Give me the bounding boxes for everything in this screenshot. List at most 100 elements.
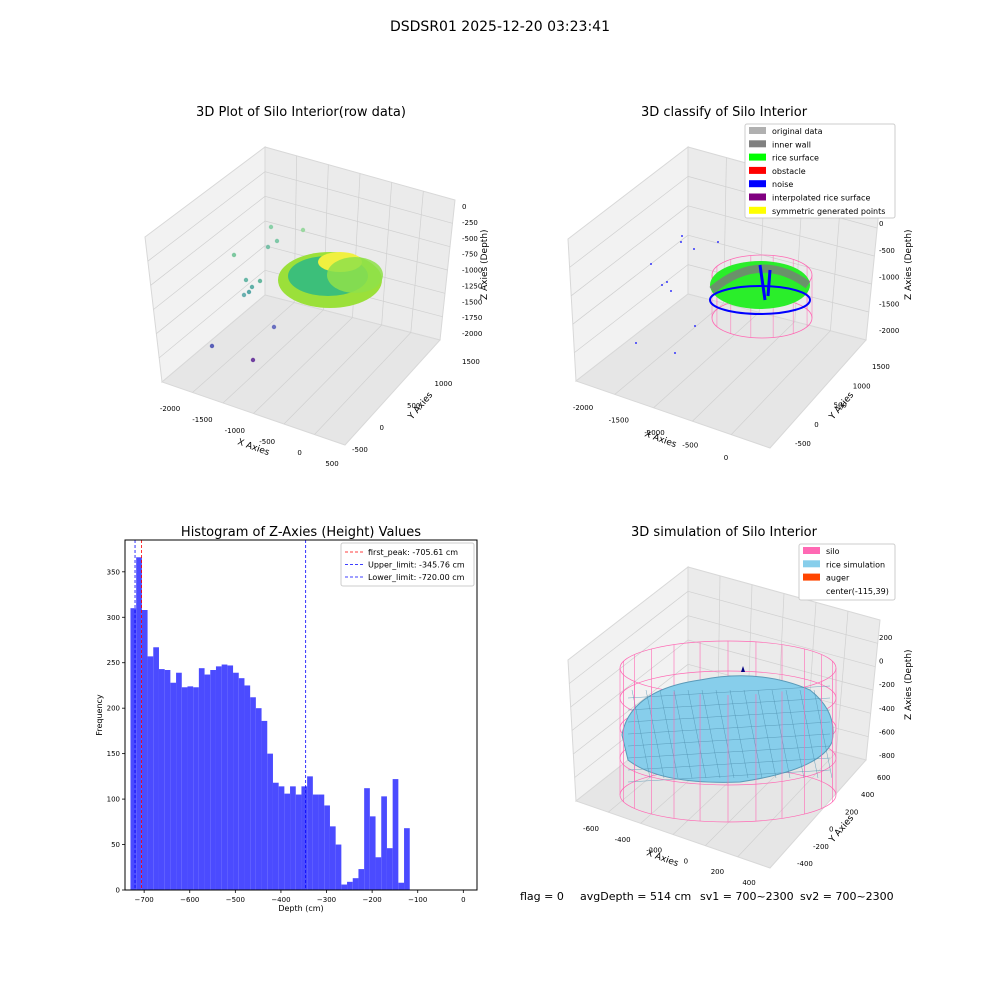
- legend-label: rice simulation: [826, 560, 885, 569]
- x-tick-label: −500: [226, 896, 245, 904]
- histogram-bar: [324, 805, 330, 890]
- y-tick-label: 300: [107, 614, 120, 622]
- histogram-bar: [227, 665, 234, 890]
- tick-label: -200: [879, 681, 895, 689]
- classify-zlabel: Z Axies (Depth): [904, 229, 914, 300]
- histogram-bar: [284, 793, 291, 890]
- tick-label: 200: [711, 868, 724, 876]
- mesh-line: [627, 685, 831, 699]
- tick-label: -1500: [462, 298, 482, 306]
- x-tick-label: −400: [271, 896, 290, 904]
- tick-label: 0: [297, 449, 301, 457]
- tick-label: 500: [407, 402, 420, 410]
- gridline: [614, 302, 724, 395]
- tick-label: -400: [797, 860, 813, 868]
- histogram-bar: [307, 776, 313, 890]
- gridline: [687, 205, 875, 257]
- tick-label: -500: [682, 442, 698, 450]
- tick-label: -400: [615, 836, 631, 844]
- noise-point: [666, 281, 668, 283]
- mesh-line: [785, 689, 805, 779]
- histogram-bar: [244, 685, 251, 890]
- legend-swatch: [749, 153, 766, 161]
- data-point: [250, 357, 256, 363]
- tick-label: 0: [724, 454, 728, 462]
- tick-label: -1750: [462, 314, 482, 322]
- x-tick-label: −700: [135, 896, 154, 904]
- histogram-bar: [261, 720, 268, 890]
- data-point: [268, 224, 274, 230]
- histogram-bar: [352, 878, 359, 890]
- histogram-bar: [198, 668, 205, 890]
- tick-label: -400: [879, 705, 895, 713]
- tick-label: -1500: [609, 417, 629, 425]
- data-point: [231, 252, 237, 258]
- gridline: [687, 234, 872, 285]
- histogram-bar: [278, 786, 285, 890]
- histogram-axes-frame: [124, 539, 478, 891]
- legend-label: symmetric generated points: [772, 207, 885, 216]
- histogram-bar: [221, 664, 228, 890]
- mesh-line: [627, 709, 831, 723]
- mesh-line: [645, 689, 665, 779]
- noise-point: [680, 241, 682, 243]
- histogram-title: Histogram of Z-Axies (Height) Values: [181, 525, 421, 540]
- noise-point: [661, 284, 663, 286]
- histogram-bar: [238, 678, 245, 890]
- tick-label: -1000: [462, 267, 482, 275]
- mesh-line: [673, 689, 693, 779]
- histogram-bar: [398, 882, 405, 890]
- tick-label: -200: [813, 843, 829, 851]
- panel-raw-title: 3D Plot of Silo Interior(row data): [196, 105, 406, 120]
- mesh-line: [687, 689, 707, 779]
- simulation-zlabel: Z Axies (Depth): [904, 649, 914, 720]
- data-point: [274, 238, 280, 244]
- histogram-bar: [164, 670, 171, 890]
- histogram-bar: [267, 753, 273, 890]
- tick-label: 500: [834, 402, 847, 410]
- legend-swatch: [749, 140, 766, 148]
- histogram-bar: [329, 826, 336, 890]
- status-flag: flag = 0: [520, 890, 564, 903]
- histogram-bar: [193, 687, 199, 890]
- tick-label: -200: [646, 847, 662, 855]
- legend-label: inner wall: [772, 140, 811, 149]
- data-point: [300, 227, 306, 233]
- mesh-line: [627, 733, 831, 747]
- simulation-auger-marker: [741, 666, 745, 672]
- legend-swatch: [749, 127, 766, 134]
- tick-label: 0: [684, 857, 688, 865]
- mesh-line: [631, 689, 651, 779]
- y-tick-label: 150: [107, 750, 120, 758]
- legend-label: Upper_limit: -345.76 cm: [368, 561, 465, 570]
- legend-swatch: [803, 573, 820, 581]
- tick-label: 0: [380, 424, 384, 432]
- mesh-line: [627, 757, 831, 771]
- histogram-ylabel: Frequency: [95, 694, 104, 736]
- y-tick-label: 50: [111, 841, 120, 849]
- tick-label: 200: [879, 634, 892, 642]
- tick-label: -500: [879, 247, 895, 255]
- histogram-bar: [392, 779, 399, 890]
- tick-label: 1000: [435, 380, 453, 388]
- mesh-line: [771, 689, 791, 779]
- histogram-bar: [170, 682, 177, 890]
- tick-label: -500: [259, 438, 275, 446]
- raw-zlabel: Z Axies (Depth): [480, 229, 490, 300]
- tick-label: -2000: [462, 330, 482, 338]
- legend-swatch: [803, 560, 820, 568]
- legend-swatch: [803, 547, 820, 554]
- gridline: [571, 639, 689, 731]
- status-avg-depth: avgDepth = 514 cm: [580, 890, 691, 903]
- legend-label: interpolated rice surface: [772, 194, 870, 203]
- histogram-bar: [369, 816, 376, 890]
- mesh-line: [813, 689, 833, 779]
- legend-swatch: [749, 206, 766, 214]
- legend-label: auger: [826, 574, 850, 583]
- simulation-legend: silo rice simulation auger center(-115,39): [798, 543, 896, 601]
- gridline: [147, 171, 266, 262]
- histogram-legend: first_peak: -705.61 cm Upper_limit: -345.…: [340, 542, 475, 587]
- legend-label: rice surface: [772, 154, 819, 163]
- tick-label: -750: [462, 251, 478, 259]
